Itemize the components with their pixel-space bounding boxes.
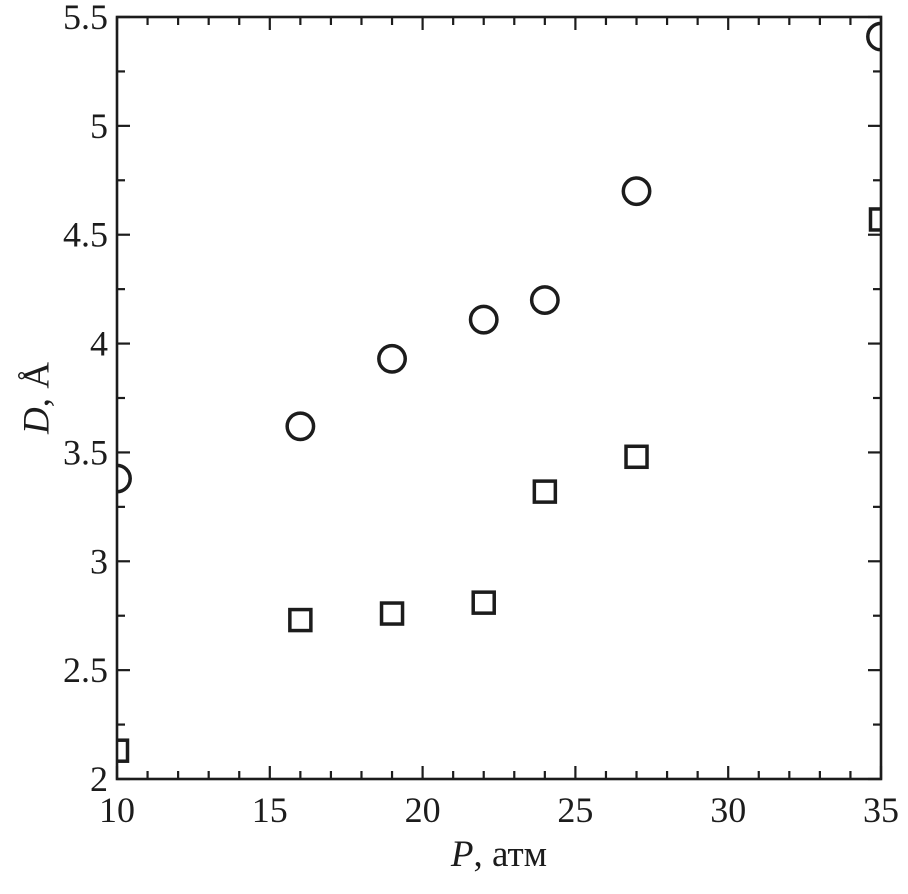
square-marker <box>868 207 881 232</box>
y-axis-variable: D <box>16 407 58 434</box>
y-tick-label: 5 <box>90 106 108 146</box>
y-tick-label: 5.5 <box>63 0 108 37</box>
markers-layer <box>117 21 881 763</box>
x-tick-label: 15 <box>252 790 288 830</box>
square-marker <box>379 601 405 626</box>
square-marker <box>532 479 558 504</box>
circle-marker <box>468 304 499 335</box>
x-axis-title: P, атм <box>451 836 547 873</box>
square-marker <box>471 590 496 615</box>
circle-marker <box>285 411 316 442</box>
y-tick-label: 3 <box>90 541 108 581</box>
x-tick-label: 20 <box>405 790 441 830</box>
x-tick-label: 25 <box>557 790 593 830</box>
square-marker <box>117 738 130 763</box>
y-tick-label: 4.5 <box>63 215 108 255</box>
circle-marker <box>377 343 407 374</box>
x-tick-label: 10 <box>99 790 135 830</box>
square-marker <box>288 607 313 633</box>
x-tick-label: 30 <box>710 790 746 830</box>
y-axis-title: D, Å <box>16 362 58 434</box>
y-tick-label: 3.5 <box>63 432 108 472</box>
x-axis-variable: P <box>450 834 474 875</box>
x-axis-unit: , атм <box>473 834 548 875</box>
y-tick-label: 2 <box>90 759 108 799</box>
square-marker <box>624 444 649 470</box>
y-tick-label: 2.5 <box>63 650 108 690</box>
plot-frame <box>115 15 883 781</box>
y-axis-unit: , Å <box>16 362 58 408</box>
circle-marker <box>621 176 652 207</box>
x-tick-label: 35 <box>863 790 899 830</box>
y-tick-label: 4 <box>90 324 108 364</box>
circle-marker <box>529 285 560 315</box>
